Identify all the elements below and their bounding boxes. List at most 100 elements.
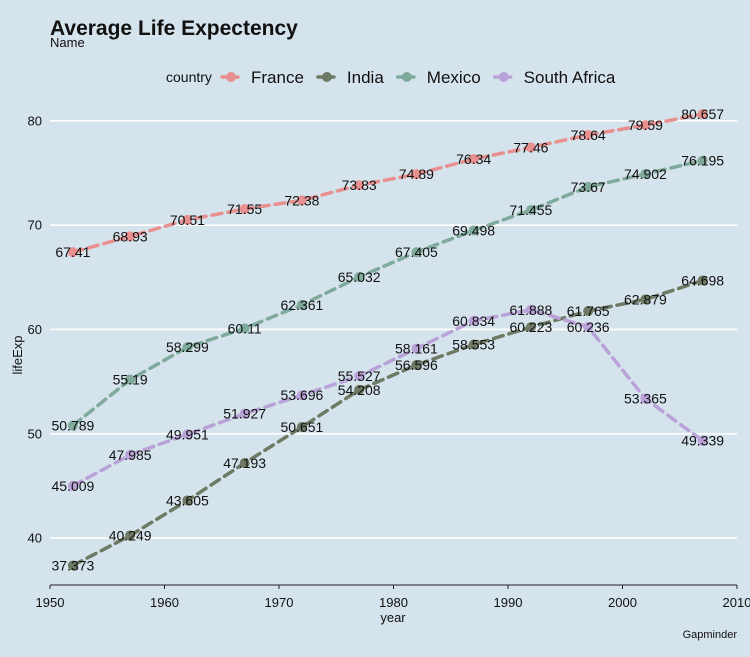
legend-label: Mexico — [427, 68, 481, 87]
data-point — [468, 154, 479, 165]
y-axis-title: lifeExp — [10, 335, 25, 374]
data-label: 65.032 — [338, 269, 381, 285]
data-label: 61.765 — [567, 303, 610, 319]
data-label: 73.83 — [342, 177, 377, 193]
data-point — [583, 306, 594, 317]
legend-key-point — [498, 72, 509, 82]
data-point — [67, 247, 78, 258]
data-point — [525, 142, 536, 153]
legend-key-point — [321, 72, 332, 82]
data-point — [525, 304, 536, 315]
x-tick-label: 1980 — [379, 595, 408, 610]
data-label: 49.951 — [166, 426, 209, 442]
data-point — [125, 231, 136, 242]
data-point — [525, 204, 536, 215]
x-tick-label: 2010 — [723, 595, 750, 610]
data-point — [239, 203, 250, 214]
data-label: 78.64 — [571, 127, 606, 143]
data-point — [296, 195, 307, 206]
data-label: 50.651 — [280, 419, 323, 435]
series-line-1 — [71, 278, 705, 568]
data-label: 43.605 — [166, 492, 209, 508]
data-label: 71.55 — [227, 201, 262, 217]
x-tick-label: 1970 — [265, 595, 294, 610]
data-point — [125, 530, 136, 541]
data-point — [296, 390, 307, 401]
data-label: 58.161 — [395, 341, 438, 357]
data-label: 69.498 — [452, 222, 495, 238]
data-label: 54.208 — [338, 382, 381, 398]
data-labels: 67.41 68.93 70.51 71.55 72.38 73.83 74.89 76.34… — [51, 106, 724, 573]
chart-caption: Gapminder — [683, 629, 738, 641]
data-point — [697, 435, 708, 446]
data-point — [125, 374, 136, 385]
data-label: 76.195 — [681, 153, 724, 169]
data-label: 72.38 — [284, 192, 319, 208]
data-point — [296, 421, 307, 432]
data-point — [296, 299, 307, 310]
data-label: 37.373 — [51, 557, 94, 573]
data-label: 49.339 — [681, 433, 724, 449]
legend-key-point — [226, 72, 236, 82]
data-label: 53.696 — [280, 387, 323, 403]
data-point — [354, 384, 365, 395]
data-label: 71.455 — [509, 202, 552, 218]
data-point — [182, 342, 193, 353]
data-label: 74.902 — [624, 166, 667, 182]
legend-key-point — [401, 72, 412, 82]
data-label: 55.527 — [338, 368, 381, 384]
data-label: 76.34 — [456, 151, 491, 167]
data-label: 70.51 — [170, 212, 205, 228]
data-point — [354, 371, 365, 382]
data-point — [67, 480, 78, 491]
grid-lines — [50, 120, 737, 539]
x-axis-title: year — [380, 610, 406, 625]
data-label: 60.834 — [452, 313, 495, 329]
series-lines — [67, 109, 708, 571]
data-label: 60.11 — [228, 320, 262, 336]
data-label: 61.888 — [509, 302, 552, 318]
data-label: 62.879 — [624, 291, 667, 307]
data-label: 67.41 — [55, 244, 90, 260]
x-tick-label: 1960 — [150, 595, 179, 610]
data-point — [239, 408, 250, 419]
legend-label: France — [251, 68, 304, 87]
x-tick-label: 2000 — [608, 595, 637, 610]
data-point — [182, 214, 193, 225]
data-point — [67, 560, 78, 571]
y-tick-label: 80 — [28, 113, 42, 128]
data-label: 60.236 — [567, 319, 610, 335]
axes: 40 50 60 70 80 1950 1960 1970 1980 1990 2000 2010 — [28, 113, 750, 610]
legend-label: South Africa — [524, 68, 616, 87]
data-point — [354, 271, 365, 282]
chart-title: Average Life Expectency — [50, 17, 298, 40]
legend-label: India — [347, 68, 384, 87]
data-point — [411, 247, 422, 258]
data-label: 58.299 — [166, 339, 209, 355]
x-tick-label: 1990 — [494, 595, 523, 610]
data-point — [640, 120, 651, 131]
chart-subtitle: Name — [50, 35, 85, 50]
legend: country France India Mexico South Africa — [166, 68, 616, 87]
data-point — [182, 429, 193, 440]
data-point — [525, 322, 536, 333]
data-label: 58.553 — [452, 337, 495, 353]
y-tick-label: 60 — [28, 322, 42, 337]
data-label: 67.405 — [395, 244, 438, 260]
data-label: 73.67 — [571, 179, 606, 195]
data-point — [697, 155, 708, 166]
data-label: 47.985 — [109, 447, 152, 463]
series-line-0 — [71, 112, 705, 254]
data-point — [640, 294, 651, 305]
x-tick-label: 1950 — [36, 595, 65, 610]
data-label: 68.93 — [113, 228, 148, 244]
data-point — [583, 130, 594, 141]
data-label: 51.927 — [223, 406, 266, 422]
y-tick-label: 40 — [28, 531, 42, 546]
data-point — [239, 323, 250, 334]
y-tick-label: 70 — [28, 218, 42, 233]
data-point — [697, 109, 708, 120]
data-point — [697, 275, 708, 286]
